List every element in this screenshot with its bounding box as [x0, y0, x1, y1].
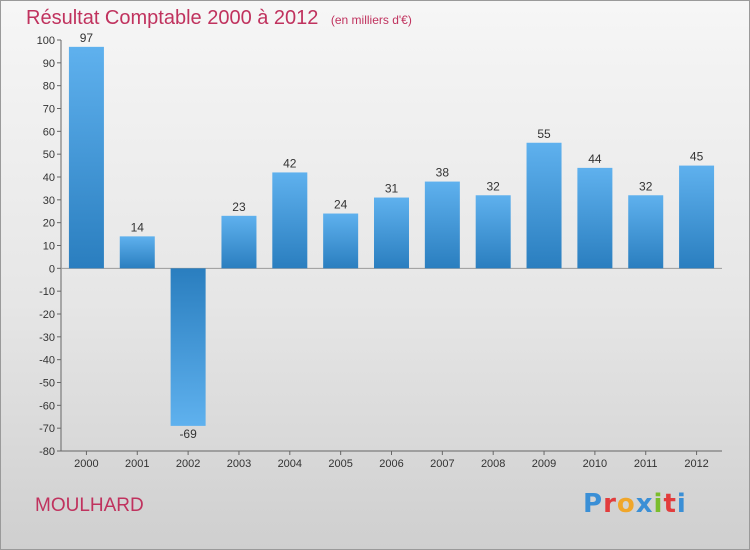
data-label: 55: [537, 127, 551, 141]
logo-letter: P: [583, 489, 604, 519]
chart-title-block: Résultat Comptable 2000 à 2012 (en milli…: [26, 7, 412, 30]
bar-2008: [475, 195, 511, 269]
bar-2011: [628, 195, 664, 269]
x-tick-label: 2009: [532, 458, 556, 470]
y-tick-label: -10: [39, 286, 55, 298]
y-tick-label: -40: [39, 355, 55, 367]
y-tick-label: 10: [43, 241, 55, 253]
bar-2006: [374, 197, 409, 269]
y-tick-label: 40: [43, 172, 55, 184]
bar-2005: [323, 213, 359, 269]
bar-2009: [526, 142, 562, 269]
y-tick-label: -70: [39, 423, 55, 435]
y-tick-label: 60: [43, 126, 55, 138]
y-tick-label: 0: [49, 263, 55, 275]
y-tick-label: 50: [43, 149, 55, 161]
bar-2010: [577, 167, 613, 269]
bar-2001: [119, 236, 155, 269]
x-tick-label: 2002: [176, 458, 200, 470]
data-label: 38: [436, 166, 450, 180]
data-label: 32: [639, 179, 653, 193]
proxiti-logo[interactable]: Proxiti: [583, 489, 687, 519]
data-label: 23: [232, 200, 246, 214]
y-tick-label: -60: [39, 400, 55, 412]
logo-letter: i: [676, 489, 687, 519]
data-label: 14: [131, 220, 145, 234]
y-tick-label: 100: [37, 35, 55, 47]
logo-letter: i: [653, 489, 664, 519]
bar-2012: [679, 165, 715, 269]
bar-2007: [424, 181, 460, 269]
data-label: 24: [334, 198, 348, 212]
x-tick-label: 2010: [583, 458, 607, 470]
x-tick-label: 2005: [328, 458, 352, 470]
y-tick-label: -50: [39, 378, 55, 390]
y-tick-label: -20: [39, 309, 55, 321]
data-label: 32: [487, 179, 501, 193]
data-label: 31: [385, 182, 399, 196]
logo-letter: r: [603, 489, 617, 519]
y-tick-label: -80: [39, 446, 55, 458]
chart-subtitle: (en milliers d'€): [330, 13, 412, 27]
bar-2003: [221, 215, 257, 269]
data-label: 97: [80, 31, 94, 45]
x-tick-label: 2011: [634, 458, 658, 470]
data-label: -69: [179, 427, 197, 441]
logo-letter: t: [663, 489, 677, 519]
y-tick-label: 20: [43, 218, 55, 230]
x-tick-label: 2004: [278, 458, 302, 470]
x-tick-label: 2008: [481, 458, 505, 470]
bar-2002: [170, 268, 206, 426]
y-tick-label: -30: [39, 332, 55, 344]
y-tick-label: 30: [43, 195, 55, 207]
logo-letter: o: [616, 489, 636, 519]
x-tick-label: 2006: [379, 458, 403, 470]
chart-title: Résultat Comptable 2000 à 2012: [26, 7, 319, 29]
y-tick-label: 80: [43, 81, 55, 93]
x-tick-label: 2000: [74, 458, 98, 470]
data-label: 44: [588, 152, 602, 166]
x-tick-label: 2012: [684, 458, 708, 470]
data-label: 42: [283, 156, 297, 170]
x-tick-label: 2003: [227, 458, 251, 470]
commune-name: MOULHARD: [35, 495, 144, 516]
x-tick-label: 2001: [125, 458, 149, 470]
bar-2004: [272, 172, 308, 269]
y-tick-label: 70: [43, 104, 55, 116]
bar-2000: [68, 46, 104, 269]
x-tick-label: 2007: [430, 458, 454, 470]
y-tick-label: 90: [43, 58, 55, 70]
logo-letter: x: [635, 489, 654, 519]
data-label: 45: [690, 150, 704, 164]
